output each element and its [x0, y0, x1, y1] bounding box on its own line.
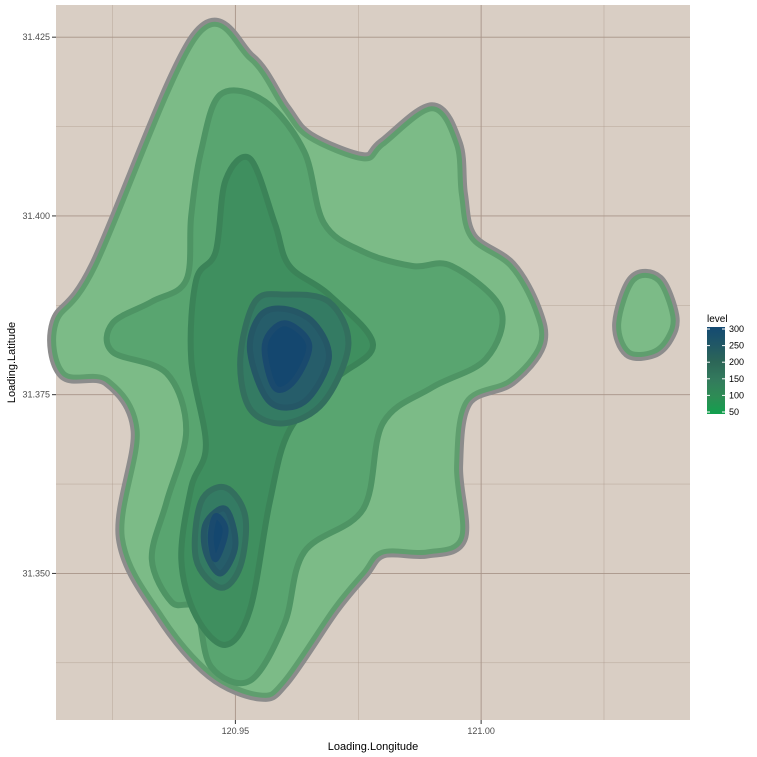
y-axis-title: Loading.Latitude — [6, 322, 18, 403]
y-tick-label: 31.425 — [22, 32, 50, 42]
contour-layers — [47, 17, 680, 702]
legend-label: 100 — [729, 390, 744, 400]
legend: level 300 250 200 150 100 50 — [707, 314, 744, 417]
axis-ticks: 120.95 121.00 31.350 31.375 31.400 31.425 — [22, 32, 494, 736]
legend-label: 50 — [729, 407, 739, 417]
legend-label: 250 — [729, 341, 744, 351]
legend-label: 300 — [729, 324, 744, 334]
legend-colorbar — [707, 327, 725, 414]
y-tick-label: 31.350 — [22, 568, 50, 578]
x-tick-label: 120.95 — [222, 726, 250, 736]
x-axis-title: Loading.Longitude — [328, 741, 419, 753]
legend-title: level — [707, 314, 728, 325]
legend-label: 200 — [729, 357, 744, 367]
contour-level-50-region-2 — [616, 272, 676, 357]
y-tick-label: 31.400 — [22, 211, 50, 221]
y-tick-label: 31.375 — [22, 390, 50, 400]
contour-level-300-region-2 — [207, 513, 229, 563]
contour-level-300-region-1 — [261, 320, 313, 393]
x-tick-label: 121.00 — [467, 726, 495, 736]
legend-label: 150 — [729, 374, 744, 384]
